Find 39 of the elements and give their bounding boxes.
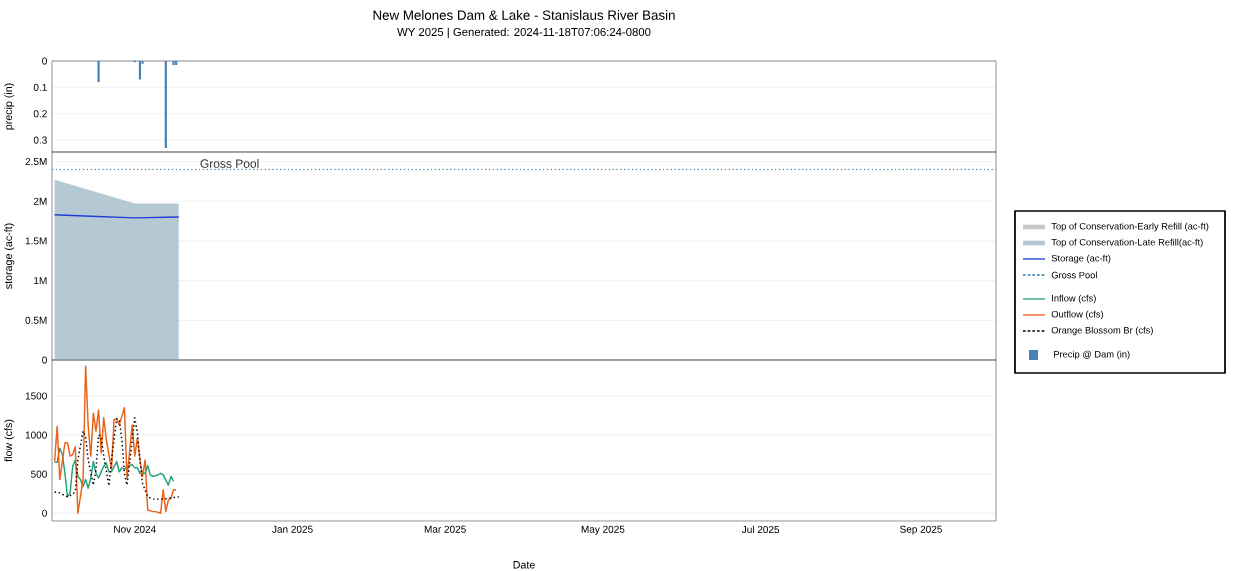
y-tick-label: 1.5M bbox=[25, 237, 47, 245]
y-tick-label: 0 bbox=[42, 356, 47, 364]
y-tick-label: 0.2 bbox=[33, 110, 47, 118]
y-tick-label: 1500 bbox=[25, 392, 47, 400]
y-tick-label: 500 bbox=[31, 470, 47, 478]
y-axis-title: precip (in) bbox=[4, 83, 15, 130]
ref-line-label: Gross Pool bbox=[200, 159, 259, 168]
y-tick-label: 0.5M bbox=[25, 316, 47, 324]
x-axis-title: Date bbox=[513, 561, 535, 569]
y-axis-title: flow (cfs) bbox=[4, 419, 15, 462]
y-tick-label: 1000 bbox=[25, 431, 47, 439]
chart-title: New Melones Dam & Lake - Stanislaus River Basin bbox=[373, 10, 675, 20]
y-tick-label: 0 bbox=[42, 509, 47, 517]
y-tick-label: 0.3 bbox=[33, 136, 47, 144]
y-tick-label: 1M bbox=[34, 277, 47, 285]
legend-label: Top of Conservation-Early Refill (ac-ft) bbox=[1051, 222, 1209, 232]
legend-label: Storage (ac-ft) bbox=[1051, 254, 1111, 264]
bar bbox=[164, 61, 167, 149]
y-tick-label: 0 bbox=[42, 57, 47, 65]
y-tick-label: 2.5M bbox=[25, 157, 47, 166]
y-tick-label: 0.1 bbox=[33, 83, 47, 91]
line-series bbox=[53, 447, 175, 498]
legend-label: Orange Blossom Br (cfs) bbox=[1051, 326, 1153, 336]
bar bbox=[97, 61, 100, 83]
legend-label: Top of Conservation-Late Refill(ac-ft) bbox=[1051, 238, 1203, 248]
legend-label: Outflow (cfs) bbox=[1051, 310, 1104, 320]
text: Gross Pool bbox=[1051, 271, 1097, 279]
legend-label: Inflow (cfs) bbox=[1052, 294, 1096, 304]
legend-label: Precip @ Dam (in) bbox=[1054, 350, 1130, 360]
chart-subtitle: WY 2025 | Generated: 2024-11-18T07:06:24-0800 bbox=[397, 27, 651, 39]
y-axis-title: storage (ac-ft) bbox=[4, 223, 15, 289]
x-tick-label: Jan 2025 bbox=[272, 525, 313, 533]
x-tick-label: Mar 2025 bbox=[424, 525, 466, 533]
x-tick-label: Jul 2025 bbox=[741, 525, 780, 534]
y-tick-label: 2M bbox=[33, 197, 47, 205]
x-tick-label: Sep 2025 bbox=[900, 525, 942, 535]
x-tick-label: Nov 2024 bbox=[114, 525, 156, 533]
x-tick-label: May 2025 bbox=[581, 525, 625, 535]
line-series bbox=[53, 365, 177, 514]
